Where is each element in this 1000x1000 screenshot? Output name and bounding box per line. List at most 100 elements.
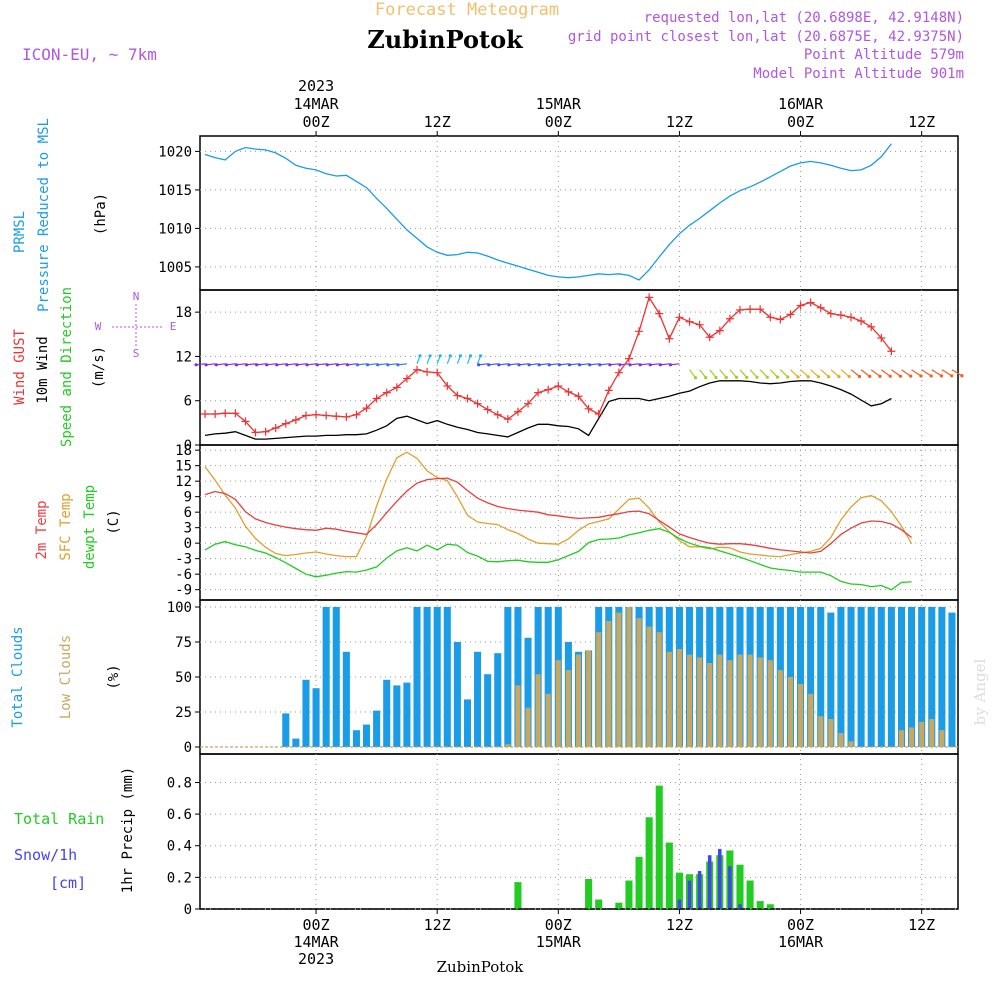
total-cloud-bar [524,637,532,747]
gust-marker [423,367,432,376]
wind-arrow [921,369,932,377]
t2m-line [204,477,912,554]
gust-marker [503,415,512,424]
y-tick-label: -6 [175,567,192,583]
rain-bar [635,856,643,909]
rain-bar [675,872,683,909]
wind-arrowhead [448,354,452,358]
total-cloud-bar [514,607,522,747]
total-cloud-bar [443,607,451,747]
total-cloud-bar [302,679,310,747]
wind-arrowhead [724,375,728,380]
top-time-label: 2023 [298,77,334,95]
wind-arrowhead [939,374,944,378]
total-cloud-bar [918,607,926,747]
low-cloud-bar [535,674,541,747]
wind-arrowhead [234,363,239,367]
total-cloud-bar [312,688,320,747]
y-tick-label: -9 [175,583,192,599]
model-name: ICON-EU, ~ 7km [22,45,157,64]
gust-marker [221,409,230,418]
pressure-unit: (hPa) [93,193,109,235]
low-cloud-bar [676,649,682,747]
wind-arrowhead [755,375,759,379]
wind-arrow [891,369,901,377]
wind-arrowhead [477,363,481,367]
wind-arrowhead [325,363,329,367]
wind-arrowhead [305,363,309,367]
bottom-time-label: 2023 [298,950,334,968]
wind-arrow [689,369,697,379]
wind-arrowhead [265,363,269,367]
gust-marker [443,381,452,390]
bottom-time-label: 12Z [424,916,451,934]
wind-arrowhead [950,374,954,378]
wind-arrowhead [355,363,360,367]
rain-bar [655,785,663,909]
top-time-label: 00Z [545,113,572,131]
rain-bar [645,817,653,909]
y-tick-label: 6 [184,394,192,410]
total-cloud-bar [544,607,552,747]
wind-arrowhead [567,363,572,367]
low-cloud-bar [686,654,693,747]
top-time-label: 00Z [787,113,814,131]
wind-arrowhead [194,363,198,367]
gust-marker [312,410,321,419]
low-cloud-bar [767,660,773,747]
total-cloud-bar [847,607,855,747]
gust-marker [201,410,210,418]
top-time-label: 00Z [303,113,330,131]
wind-arrowhead [745,375,749,379]
wind-arrowhead [608,363,612,367]
total-cloud-bar [413,607,421,747]
gust-marker [816,303,825,312]
wind-arrow [901,369,912,377]
wind-arrowhead [638,363,642,367]
wind-arrowhead [335,363,339,367]
t2m-label: 2m Temp [34,500,50,559]
total-cloud-bar [948,612,956,747]
gust-label: Wind GUST [12,329,28,405]
snow-bar [718,848,722,909]
wind-arrowhead [487,363,491,367]
y-tick-label: 0.2 [167,870,192,886]
wind-arrow [699,369,707,379]
total-cloud-bar [463,699,472,747]
wind-arrowhead [628,363,632,367]
total-cloud-bar [453,642,461,747]
wind-arrowhead [255,363,259,367]
wind-arrowhead [693,376,698,380]
compass-n: N [133,290,140,303]
bottom-time-label: 15MAR [536,933,582,951]
gust-marker [524,399,533,408]
wind-arrow [850,369,860,377]
y-tick-label: 0 [184,438,192,454]
total-cloud-bar [332,607,340,747]
wind-arrowhead [244,363,249,367]
gust-marker [604,386,613,395]
gust-marker [322,411,331,420]
total-cloud-bar [383,679,391,747]
total-cloud-bar [857,607,865,747]
wind-arrowhead [786,375,790,379]
low-cloud-bar [505,744,511,747]
total-cloud-bar [292,738,300,747]
gust-marker [413,365,422,374]
y-tick-label: 12 [175,474,192,490]
wind-arrowhead [458,354,462,358]
wind-arrowhead [527,363,531,367]
gust-marker [251,428,260,437]
point-altitude: Point Altitude 579m [804,47,964,63]
wind-speed-line [204,380,892,440]
wind-arrowhead [214,363,218,367]
wind-arrowhead [275,363,279,367]
wind-arrowhead [478,354,483,358]
wind-arrow [951,369,963,377]
low-cloud-bar [555,660,561,747]
subtitle: Forecast Meteogram [375,0,559,20]
wind-arrowhead [497,363,501,367]
bottom-time-label: 12Z [666,916,693,934]
gust-marker [281,419,290,428]
